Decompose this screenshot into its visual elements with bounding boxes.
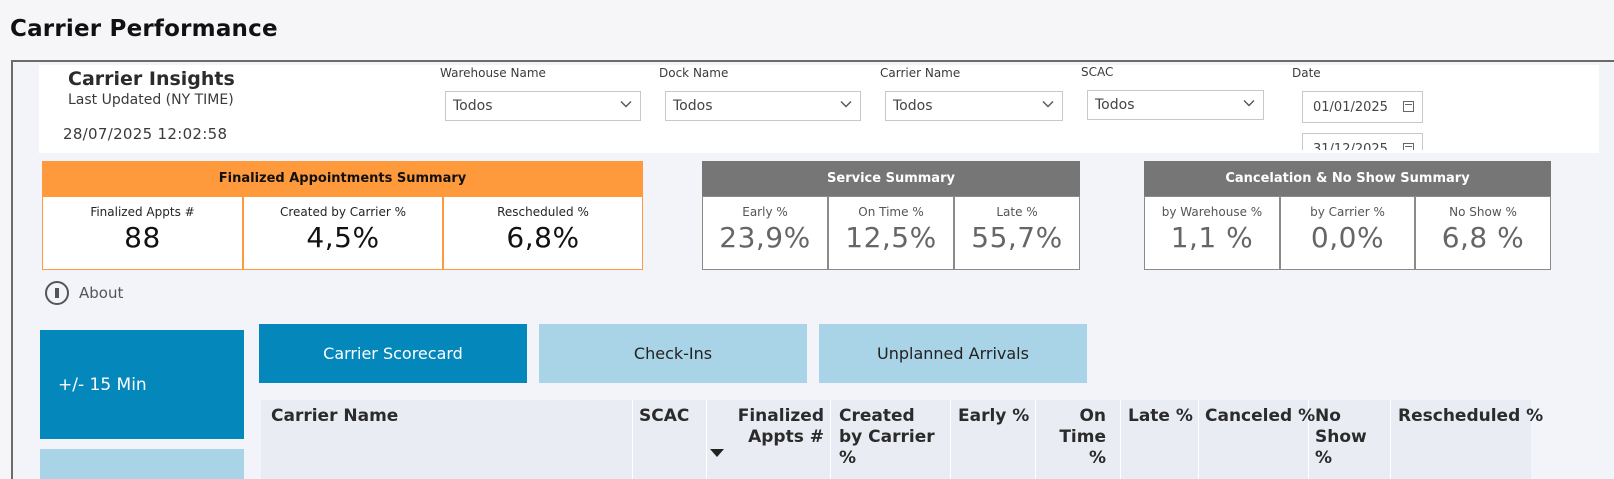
warehouse-dropdown-value: Todos <box>453 98 493 114</box>
finalized-appts-metric: Finalized Appts # 88 <box>42 196 243 270</box>
column-header-early[interactable]: Early % <box>958 406 1030 426</box>
rescheduled-metric: Rescheduled % 6,8% <box>443 196 643 270</box>
warehouse-dropdown[interactable]: Todos <box>445 91 641 121</box>
created-by-carrier-metric: Created by Carrier % 4,5% <box>243 196 443 270</box>
tab-check-ins[interactable]: Check-Ins <box>539 324 807 383</box>
chevron-down-icon <box>1243 100 1255 107</box>
scac-filter-label: SCAC <box>1081 65 1114 79</box>
column-header-finalized-appts[interactable]: Finalized Appts # <box>737 406 824 447</box>
metric-label: Created by Carrier % <box>279 205 407 219</box>
column-divider <box>1198 400 1199 479</box>
column-header-canceled[interactable]: Canceled % <box>1205 406 1316 426</box>
secondary-side-button[interactable] <box>40 449 244 479</box>
finalized-summary-title: Finalized Appointments Summary <box>42 161 643 196</box>
chevron-down-icon <box>620 101 632 108</box>
metric-value: 23,9% <box>719 221 811 254</box>
tab-unplanned-arrivals[interactable]: Unplanned Arrivals <box>819 324 1087 383</box>
column-divider <box>1308 400 1309 479</box>
metric-label: Finalized Appts # <box>90 205 195 219</box>
column-header-rescheduled[interactable]: Rescheduled % <box>1398 406 1544 426</box>
tab-carrier-scorecard[interactable]: Carrier Scorecard <box>259 324 527 383</box>
service-summary-title: Service Summary <box>702 161 1080 196</box>
column-divider <box>950 400 951 479</box>
metric-value: 12,5% <box>845 221 937 254</box>
metric-label: On Time % <box>858 205 924 219</box>
sort-descending-icon[interactable] <box>710 449 724 458</box>
scac-dropdown[interactable]: Todos <box>1087 90 1264 120</box>
date-filter-label: Date <box>1292 66 1321 80</box>
plus-minus-15-min-button[interactable]: +/- 15 Min <box>40 330 244 439</box>
metric-value: 88 <box>124 221 161 254</box>
dock-dropdown[interactable]: Todos <box>665 91 861 121</box>
about-link[interactable]: About <box>79 284 124 302</box>
on-time-metric: On Time % 12,5% <box>828 196 954 270</box>
by-carrier-metric: by Carrier % 0,0% <box>1280 196 1415 270</box>
metric-label: No Show % <box>1449 205 1517 219</box>
metric-value: 0,0% <box>1310 221 1385 254</box>
chevron-down-icon <box>1042 101 1054 108</box>
column-header-scac[interactable]: SCAC <box>639 406 690 426</box>
column-header-created-by-carrier[interactable]: Created by Carrier % <box>839 406 935 468</box>
no-show-metric: No Show % 6,8 % <box>1415 196 1551 270</box>
last-updated-timestamp: 28/07/2025 12:02:58 <box>63 125 228 143</box>
service-summary-card: Service Summary Early % 23,9% On Time % … <box>702 161 1080 271</box>
scac-dropdown-value: Todos <box>1095 97 1135 113</box>
metric-label: Early % <box>742 205 788 219</box>
column-header-carrier-name[interactable]: Carrier Name <box>271 406 399 426</box>
cancel-summary-title: Cancelation & No Show Summary <box>1144 161 1551 196</box>
calendar-icon[interactable] <box>1403 143 1414 150</box>
late-metric: Late % 55,7% <box>954 196 1080 270</box>
carrier-dropdown[interactable]: Todos <box>885 91 1063 121</box>
column-divider <box>632 400 633 479</box>
carrier-dropdown-value: Todos <box>893 98 933 114</box>
column-divider <box>1035 400 1036 479</box>
metric-value: 1,1 % <box>1170 221 1254 254</box>
chevron-down-icon <box>840 101 852 108</box>
cancel-summary-card: Cancelation & No Show Summary by Warehou… <box>1144 161 1551 271</box>
carrier-filter-label: Carrier Name <box>880 66 961 80</box>
insights-title: Carrier Insights <box>68 68 235 90</box>
end-date-value: 31/12/2025 <box>1313 141 1388 151</box>
last-updated-label: Last Updated (NY TIME) <box>68 92 234 108</box>
column-divider <box>1120 400 1121 479</box>
metric-value: 6,8% <box>506 221 580 254</box>
start-date-value: 01/01/2025 <box>1313 99 1388 115</box>
metric-value: 4,5% <box>306 221 380 254</box>
finalized-summary-card: Finalized Appointments Summary Finalized… <box>42 161 643 271</box>
column-header-no-show[interactable]: No Show % <box>1315 406 1367 468</box>
end-date-clip: 31/12/2025 <box>1302 133 1423 150</box>
calendar-icon[interactable] <box>1403 101 1414 112</box>
table-header <box>261 400 1531 479</box>
dock-filter-label: Dock Name <box>659 66 729 80</box>
column-divider <box>1390 400 1391 479</box>
metric-label: Late % <box>996 205 1038 219</box>
dock-dropdown-value: Todos <box>673 98 713 114</box>
metric-value: 6,8 % <box>1441 221 1525 254</box>
column-header-late[interactable]: Late % <box>1128 406 1193 426</box>
metric-label: by Carrier % <box>1310 205 1385 219</box>
by-warehouse-metric: by Warehouse % 1,1 % <box>1144 196 1280 270</box>
warehouse-filter-label: Warehouse Name <box>440 66 546 80</box>
end-date-input[interactable]: 31/12/2025 <box>1302 133 1423 150</box>
metric-value: 55,7% <box>971 221 1063 254</box>
column-divider <box>706 400 707 479</box>
early-metric: Early % 23,9% <box>702 196 828 270</box>
metric-label: Rescheduled % <box>497 205 589 219</box>
metric-label: by Warehouse % <box>1161 205 1263 219</box>
column-header-on-time[interactable]: On Time % <box>1059 406 1106 468</box>
info-icon[interactable] <box>45 281 69 305</box>
page-title: Carrier Performance <box>10 16 278 42</box>
column-divider <box>830 400 831 479</box>
start-date-input[interactable]: 01/01/2025 <box>1302 91 1423 123</box>
